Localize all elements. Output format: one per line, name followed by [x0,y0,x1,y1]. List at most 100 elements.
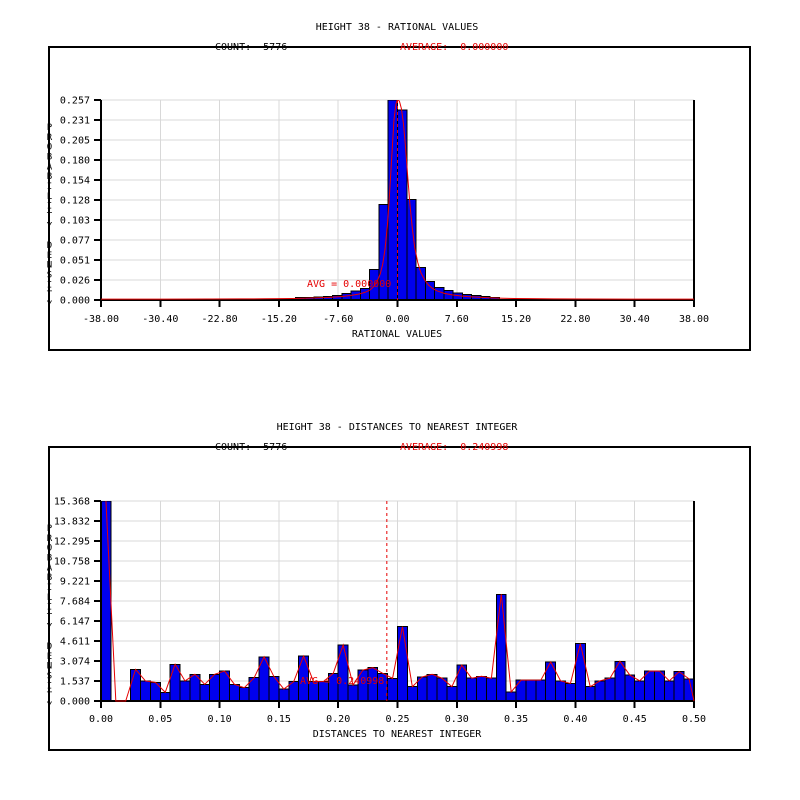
y-tick-label: 0.077 [60,236,90,247]
histogram-bar [100,501,112,702]
histogram-bar [515,679,527,702]
histogram-bar [644,670,655,702]
y-tick-label: 0.128 [60,196,90,207]
x-tick-label: 0.20 [326,714,350,725]
y-axis-title-letter: S [47,270,52,280]
y-axis-title-letter: R [47,133,53,143]
x-tick-label: 30.40 [620,314,650,325]
histogram-bar [424,280,436,301]
y-axis-title-letter: B [47,573,52,583]
y-axis-title-letter: Y [47,221,53,231]
histogram-bar [584,686,596,702]
chart-border-box [48,446,751,751]
y-tick-label: 1.537 [60,677,90,688]
y-tick-label: 4.611 [60,637,90,648]
x-tick-label: -15.20 [261,314,297,325]
chart2-x-axis-title: DISTANCES TO NEAREST INTEGER [312,729,482,740]
histogram-bar [604,677,616,702]
histogram-bar [624,674,636,702]
y-axis-title-letter: O [47,143,52,153]
y-tick-label: 0.257 [60,96,90,107]
histogram-bar [397,109,408,301]
histogram-bar [574,643,586,702]
histogram-bar [228,683,240,702]
x-tick-label: 0.45 [623,714,647,725]
y-axis-title-letter: I [47,681,52,691]
y-axis-title-letter: B [47,152,52,162]
histogram-bar [238,687,250,702]
histogram-bar [495,593,507,702]
y-axis-title-letter: E [47,251,52,261]
x-tick-label: 0.25 [385,714,409,725]
x-tick-label: -22.80 [202,314,238,325]
histogram-bar [179,680,191,702]
histogram-bar [396,626,408,702]
y-tick-label: 6.147 [60,617,90,628]
y-axis-title-letter: T [47,691,53,701]
x-tick-label: 0.05 [148,714,172,725]
y-tick-label: 12.295 [54,537,90,548]
y-axis-title-letter: Y [47,622,53,632]
y-axis-title-letter: S [47,671,52,681]
x-tick-label: 0.00 [385,314,409,325]
histogram-bar [387,677,398,702]
histogram-bar [505,691,517,702]
y-tick-label: 0.231 [60,116,90,127]
x-tick-label: 7.60 [445,314,469,325]
y-axis-title-letter: I [47,182,52,192]
y-axis-title-letter: O [47,544,52,554]
y-axis-title-letter: L [47,593,52,603]
x-tick-label: 0.00 [89,714,113,725]
fit-curve [105,501,695,702]
chart1-average-label: AVERAGE: 0.000000 [400,42,509,53]
y-tick-label: 0.026 [60,276,90,287]
histogram-bar [434,287,445,301]
y-axis-title-letter: D [47,241,52,251]
x-tick-label: 0.30 [445,714,469,725]
chart1-avg-annotation: AVG = 0.000000 [307,279,392,290]
y-tick-label: 0.154 [60,176,90,187]
histogram-bar [452,292,463,301]
y-axis-title-letter: N [47,261,52,271]
y-tick-label: 15.368 [54,497,90,508]
histogram-bar [673,671,685,702]
histogram-bar [476,675,487,702]
y-axis-title-letter: B [47,172,52,182]
x-tick-label: 15.20 [501,314,531,325]
x-tick-label: 22.80 [560,314,590,325]
histogram-bar [406,686,418,702]
chart1-title: HEIGHT 38 - RATIONAL VALUES [315,22,479,33]
histogram-bar [159,691,171,702]
histogram-bar [347,684,359,702]
histogram-bar [359,287,371,301]
histogram-bar [653,670,665,702]
y-tick-label: 0.205 [60,136,90,147]
y-tick-label: 0.000 [60,697,90,708]
y-tick-label: 3.074 [60,657,90,668]
histogram-bar [443,290,454,301]
chart1-x-axis-title: RATIONAL VALUES [351,329,443,340]
y-axis-title-letter: N [47,662,52,672]
x-tick-label: -30.40 [142,314,178,325]
y-axis-title-letter: A [47,563,53,573]
y-axis-title-letter: D [47,642,52,652]
y-axis-title-letter: I [47,583,52,593]
histogram-bar [140,680,151,702]
x-tick-label: -7.60 [323,314,353,325]
histogram-bar [466,677,478,702]
histogram-bar [278,688,290,702]
y-tick-label: 7.684 [60,597,90,608]
y-axis-title-letter: T [47,211,53,221]
y-axis-title-letter: L [47,192,52,202]
histogram-bar [446,686,458,702]
y-axis-title-letter: T [47,612,53,622]
histogram-bar [663,680,675,702]
histogram-bar [555,680,567,702]
y-tick-label: 9.221 [60,577,90,588]
histogram-bar [594,680,606,702]
y-axis-title-letter: Y [47,701,53,711]
y-axis-title-letter: Y [47,300,53,310]
x-tick-label: -38.00 [83,314,119,325]
